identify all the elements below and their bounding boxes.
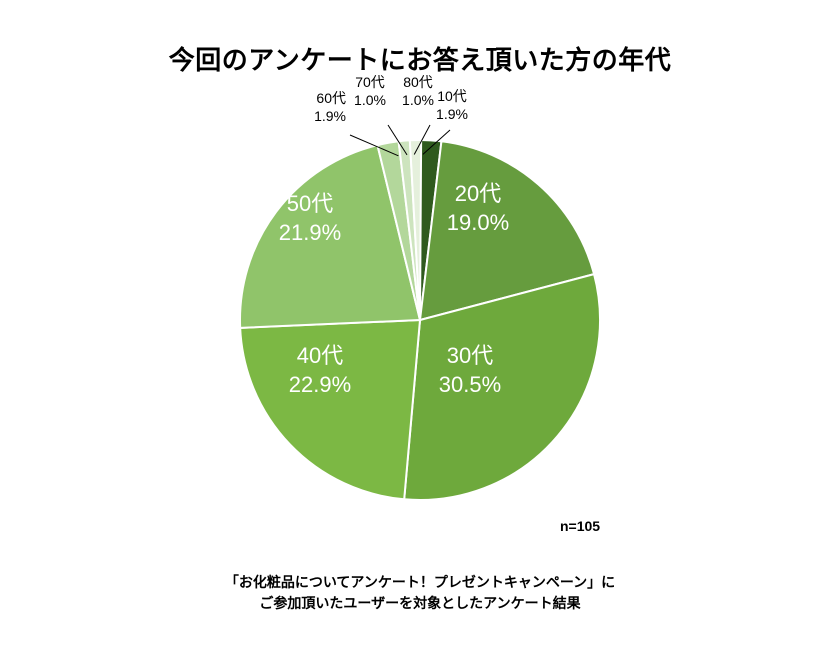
- footnote-line1: 「お化粧品についてアンケート！プレゼントキャンペーン」に: [225, 574, 615, 590]
- callout-name: 80代: [388, 74, 448, 92]
- callout-name: 60代: [286, 90, 346, 108]
- callout-percent: 1.0%: [388, 92, 448, 110]
- pie-slice-40代: [240, 320, 420, 499]
- chart-title: 今回のアンケートにお答え頂いた方の年代: [0, 40, 840, 77]
- callout-label-60代: 60代1.9%: [286, 90, 346, 125]
- footnote: 「お化粧品についてアンケート！プレゼントキャンペーン」に ご参加頂いたユーザーを…: [0, 572, 840, 614]
- callout-percent: 1.9%: [286, 108, 346, 126]
- chart-container: 今回のアンケートにお答え頂いた方の年代 10代1.9%20代19.0%30代30…: [0, 0, 840, 653]
- footnote-line2: ご参加頂いたユーザーを対象としたアンケート結果: [259, 595, 580, 611]
- n-label: n=105: [560, 518, 600, 534]
- callout-label-80代: 80代1.0%: [388, 74, 448, 109]
